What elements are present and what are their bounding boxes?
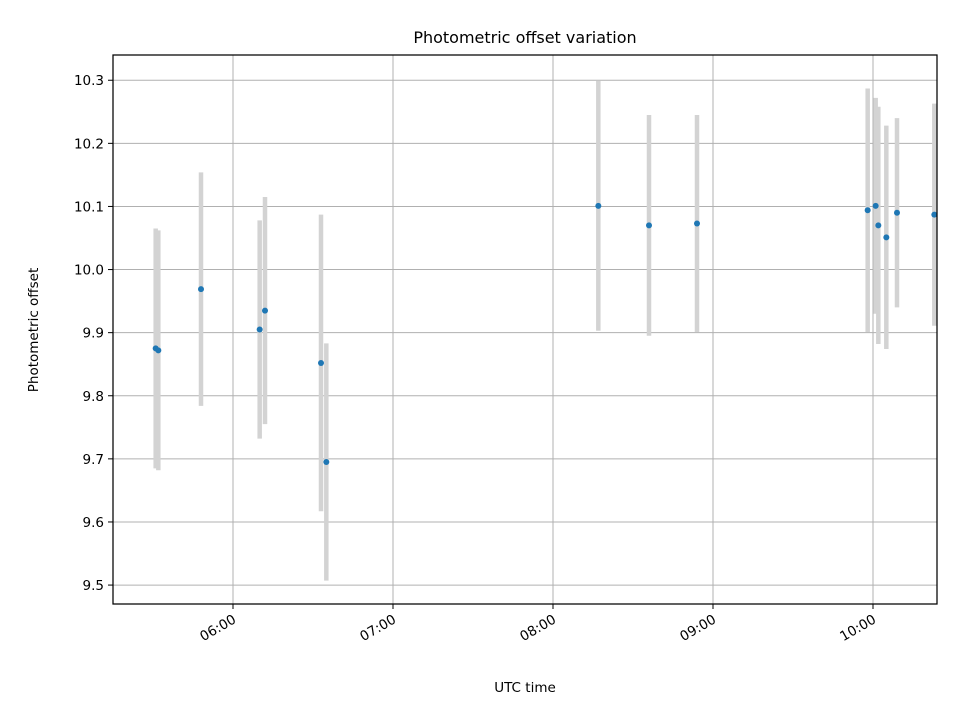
y-tick-label: 9.6	[83, 515, 104, 531]
data-point	[595, 202, 602, 209]
data-point	[256, 326, 263, 333]
y-tick-label: 10.1	[74, 199, 104, 215]
data-point	[872, 202, 879, 209]
grid	[113, 55, 937, 604]
data-point	[262, 307, 268, 314]
data-point	[694, 220, 700, 227]
data-point	[864, 207, 871, 214]
y-tick-label: 10.3	[74, 73, 104, 89]
y-tick-label: 10.2	[74, 136, 104, 152]
y-tick-label: 9.8	[83, 389, 104, 405]
data-point	[931, 211, 938, 218]
y-tick-label: 9.9	[83, 326, 104, 342]
y-tick-label: 10.0	[74, 263, 104, 279]
chart-title: Photometric offset variation	[413, 28, 636, 47]
data-point	[155, 347, 162, 354]
data-point	[323, 459, 330, 466]
data-point	[875, 222, 882, 229]
plot-frame	[112, 54, 938, 605]
data-points	[152, 202, 938, 466]
data-point	[198, 286, 204, 293]
y-tick-label: 9.5	[83, 578, 104, 594]
y-tick-label: 9.7	[83, 452, 104, 468]
x-axis-label: UTC time	[494, 680, 556, 696]
y-axis-label: Photometric offset	[26, 268, 42, 392]
data-point	[646, 222, 652, 229]
data-point	[883, 234, 890, 241]
data-point	[894, 209, 900, 216]
data-point	[318, 359, 324, 366]
